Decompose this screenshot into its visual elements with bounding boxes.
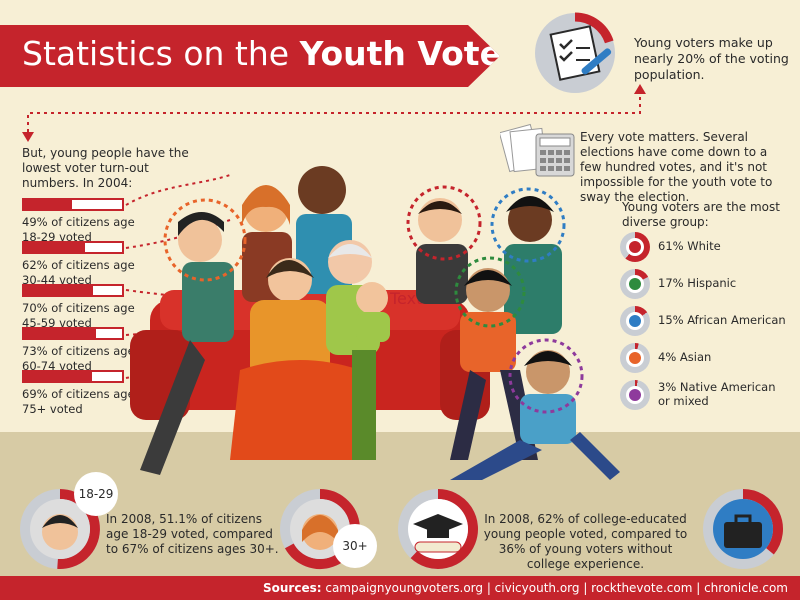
sources-label: Sources: bbox=[262, 581, 322, 595]
turnout-bar-fill bbox=[24, 372, 92, 381]
turnout-stat-label: 70% of citizens age 45-59 voted bbox=[22, 301, 135, 330]
briefcase-icon bbox=[724, 522, 762, 548]
page-title: Statistics on the Youth Vote bbox=[22, 34, 502, 73]
diversity-item: 3% Native American or mixed bbox=[620, 380, 800, 410]
turnout-stat: 69% of citizens age 75+ voted bbox=[22, 370, 137, 416]
college-text: In 2008, 62% of college-educated young p… bbox=[483, 512, 688, 571]
turnout-bar bbox=[22, 370, 124, 383]
title-banner: Statistics on the Youth Vote bbox=[0, 25, 500, 87]
age-18-29-badge: 18-29 bbox=[74, 472, 118, 516]
turnout-bar-fill bbox=[24, 243, 85, 252]
diversity-ring bbox=[620, 269, 650, 299]
diversity-label: 3% Native American or mixed bbox=[658, 380, 776, 408]
turnout-bar bbox=[22, 241, 124, 254]
graduation-ring bbox=[398, 489, 478, 569]
floor bbox=[0, 432, 800, 577]
diversity-ring bbox=[620, 343, 650, 373]
turnout-stat-label: 69% of citizens age 75+ voted bbox=[22, 387, 135, 416]
diversity-label: 15% African American bbox=[658, 313, 786, 327]
sources-bar: Sources: campaignyoungvoters.org | civic… bbox=[0, 576, 800, 600]
diversity-ring bbox=[620, 306, 650, 336]
turnout-stat: 49% of citizens age 18-29 voted bbox=[22, 198, 137, 244]
turnout-bar-fill bbox=[24, 329, 96, 338]
age-30-plus-badge: 30+ bbox=[333, 524, 377, 568]
ballot-icon bbox=[535, 12, 615, 93]
turnout-bar bbox=[22, 327, 124, 340]
turnout-bar-fill bbox=[24, 286, 93, 295]
turnout-stat-label: 62% of citizens age 30-44 voted bbox=[22, 258, 135, 287]
turnout-bar bbox=[22, 198, 124, 211]
briefcase-ring bbox=[703, 489, 783, 569]
turnout-stat: 62% of citizens age 30-44 voted bbox=[22, 241, 137, 287]
diversity-item: 61% White bbox=[620, 232, 800, 262]
turnout-stat-label: 49% of citizens age 18-29 voted bbox=[22, 215, 135, 244]
diversity-ring bbox=[620, 232, 650, 262]
turnout-2008-text: In 2008, 51.1% of citizens age 18-29 vot… bbox=[106, 512, 279, 556]
turnout-intro: But, young people have the lowest voter … bbox=[22, 146, 189, 190]
scene-text: Text bbox=[389, 289, 422, 308]
turnout-bar-fill bbox=[24, 200, 73, 209]
diversity-item: 15% African American bbox=[620, 306, 800, 336]
turnout-stat: 70% of citizens age 45-59 voted bbox=[22, 284, 137, 330]
turnout-stat-label: 73% of citizens age 60-74 voted bbox=[22, 344, 135, 373]
diversity-ring bbox=[620, 380, 650, 410]
vote-matters-text: Every vote matters. Several elections ha… bbox=[580, 130, 773, 204]
diversity-label: 61% White bbox=[658, 239, 721, 253]
diversity-item: 17% Hispanic bbox=[620, 269, 800, 299]
graduation-cap-icon bbox=[413, 514, 463, 534]
family-illustration: Text bbox=[130, 166, 620, 480]
diversity-label: 17% Hispanic bbox=[658, 276, 737, 290]
turnout-bar bbox=[22, 284, 124, 297]
turnout-stat: 73% of citizens age 60-74 voted bbox=[22, 327, 137, 373]
diversity-label: 4% Asian bbox=[658, 350, 712, 364]
top-fact-text: Young voters make up nearly 20% of the v… bbox=[634, 35, 789, 82]
calculator-icon bbox=[500, 123, 575, 177]
diversity-item: 4% Asian bbox=[620, 343, 800, 373]
diversity-title: Young voters are the most diverse group: bbox=[622, 200, 780, 229]
sources-list: campaignyoungvoters.org | civicyouth.org… bbox=[325, 581, 788, 595]
